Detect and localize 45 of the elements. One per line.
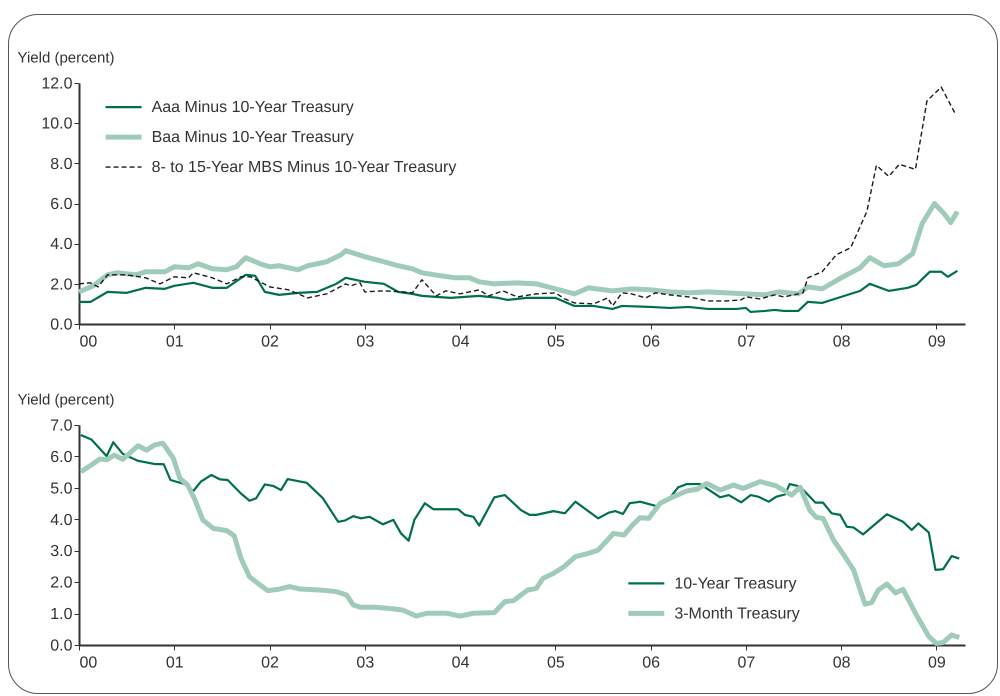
x-tick-label: 03 bbox=[356, 334, 374, 350]
y-tick-label: 0.0 bbox=[50, 638, 73, 654]
x-tick-label: 02 bbox=[261, 334, 280, 350]
x-tick-label: 07 bbox=[737, 334, 756, 350]
y-tick-label: 2.0 bbox=[50, 574, 73, 592]
y-tick-label: 6.0 bbox=[50, 196, 73, 213]
x-tick-label: 06 bbox=[642, 654, 660, 672]
y-tick-label: 6.0 bbox=[50, 448, 73, 466]
x-tick-label: 04 bbox=[452, 654, 470, 672]
x-tick-label: 00 bbox=[80, 654, 98, 672]
x-tick-label: 04 bbox=[452, 334, 470, 350]
y-tick-label: 12.0 bbox=[41, 76, 73, 92]
x-tick-label: 08 bbox=[832, 654, 851, 672]
line-series bbox=[78, 270, 958, 314]
x-tick-label: 07 bbox=[737, 654, 756, 672]
x-tick-label: 05 bbox=[546, 334, 565, 350]
y-tick-label: 3.0 bbox=[50, 543, 73, 560]
x-tick-label: 08 bbox=[832, 334, 851, 350]
y-tick-label: 7.0 bbox=[50, 418, 73, 434]
legend-label: 8- to 15-Year MBS Minus 10-Year Treasury bbox=[152, 159, 456, 176]
legend-label: Aaa Minus 10-Year Treasury bbox=[152, 99, 354, 116]
y-tick-label: 4.0 bbox=[50, 236, 73, 254]
y-tick-label: 0.0 bbox=[50, 316, 73, 334]
x-tick-label: 05 bbox=[546, 654, 565, 672]
y-tick-label: 4.0 bbox=[50, 512, 73, 529]
y-tick-label: 10.0 bbox=[41, 116, 73, 133]
x-tick-label: 09 bbox=[928, 654, 946, 672]
x-tick-label: 03 bbox=[356, 654, 374, 672]
x-tick-label: 00 bbox=[80, 334, 98, 350]
y-tick-label: 1.0 bbox=[50, 606, 73, 624]
y-axis-title: Yield (percent) bbox=[18, 50, 114, 66]
line-series bbox=[80, 434, 960, 571]
x-tick-label: 01 bbox=[166, 654, 184, 672]
y-tick-label: 5.0 bbox=[50, 480, 73, 498]
y-tick-label: 8.0 bbox=[50, 156, 73, 173]
x-tick-label: 09 bbox=[928, 334, 946, 350]
legend-label: 3-Month Treasury bbox=[674, 605, 800, 622]
legend-label: 10-Year Treasury bbox=[674, 575, 796, 592]
y-tick-label: 2.0 bbox=[50, 276, 73, 294]
x-tick-label: 06 bbox=[642, 334, 660, 350]
x-tick-label: 01 bbox=[166, 334, 184, 350]
line-series bbox=[78, 86, 956, 307]
x-tick-label: 02 bbox=[261, 654, 280, 672]
legend-label: Baa Minus 10-Year Treasury bbox=[152, 129, 354, 146]
y-axis-title: Yield (percent) bbox=[18, 392, 114, 408]
